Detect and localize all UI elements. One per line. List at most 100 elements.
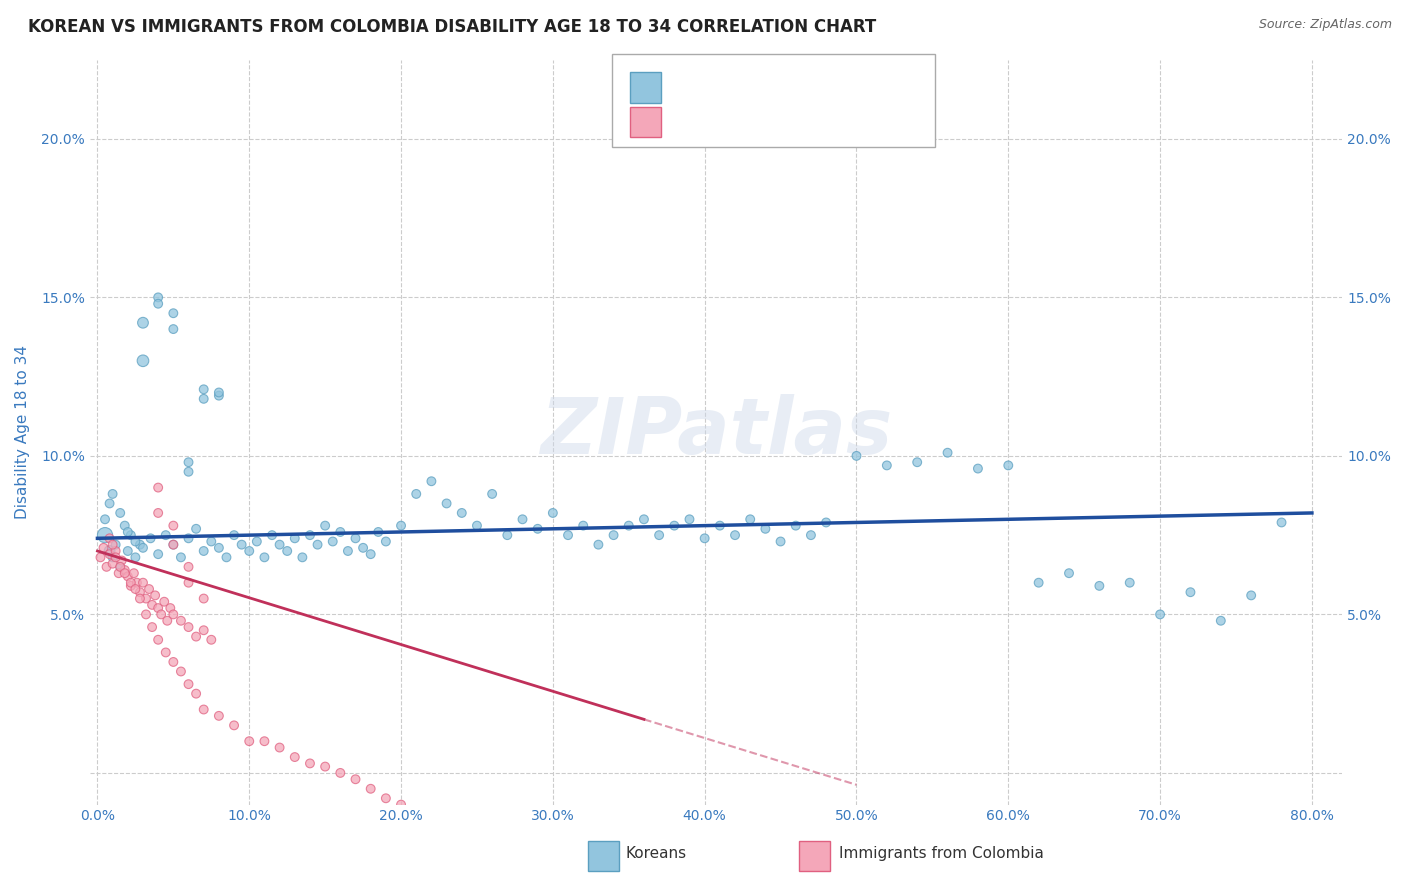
Point bbox=[141, 620, 163, 634]
Point bbox=[314, 759, 336, 773]
Point bbox=[146, 601, 169, 615]
Point bbox=[496, 528, 519, 542]
Point bbox=[389, 518, 412, 533]
Point bbox=[193, 392, 215, 406]
Point bbox=[155, 645, 177, 659]
Point bbox=[193, 544, 215, 558]
Point bbox=[269, 538, 291, 552]
Point bbox=[1270, 516, 1292, 530]
Point bbox=[1119, 575, 1142, 590]
Point bbox=[284, 750, 307, 764]
Point bbox=[114, 566, 136, 581]
Point bbox=[117, 544, 139, 558]
Point bbox=[146, 296, 169, 310]
Point bbox=[94, 528, 117, 542]
Text: Source: ZipAtlas.com: Source: ZipAtlas.com bbox=[1258, 18, 1392, 31]
Point bbox=[785, 518, 807, 533]
Point bbox=[336, 544, 359, 558]
Point bbox=[360, 547, 382, 561]
Point bbox=[170, 665, 193, 679]
Point bbox=[153, 595, 176, 609]
Point bbox=[124, 582, 146, 596]
Point bbox=[162, 306, 184, 320]
Point bbox=[512, 512, 534, 526]
Point bbox=[693, 531, 716, 545]
Point bbox=[215, 550, 238, 565]
Point bbox=[276, 544, 298, 558]
Text: R = -0.454   N =  74: R = -0.454 N = 74 bbox=[668, 112, 823, 127]
Point bbox=[314, 518, 336, 533]
Point bbox=[155, 528, 177, 542]
Point bbox=[1028, 575, 1050, 590]
Point bbox=[177, 677, 200, 691]
Point bbox=[120, 528, 142, 542]
Point bbox=[845, 449, 868, 463]
Point bbox=[94, 512, 117, 526]
Point bbox=[98, 547, 121, 561]
Point bbox=[420, 475, 443, 489]
Point bbox=[740, 512, 762, 526]
Point bbox=[222, 718, 245, 732]
Point bbox=[177, 465, 200, 479]
Y-axis label: Disability Age 18 to 34: Disability Age 18 to 34 bbox=[15, 345, 30, 519]
Point bbox=[101, 550, 124, 565]
Point bbox=[114, 563, 136, 577]
Point bbox=[997, 458, 1019, 473]
Point bbox=[146, 481, 169, 495]
Point bbox=[1240, 588, 1263, 602]
Point bbox=[162, 607, 184, 622]
Point bbox=[125, 575, 148, 590]
Point bbox=[238, 734, 260, 748]
Point bbox=[162, 538, 184, 552]
Point bbox=[481, 487, 503, 501]
Point bbox=[344, 531, 367, 545]
Point bbox=[143, 588, 166, 602]
Point bbox=[108, 559, 131, 574]
Point bbox=[465, 518, 488, 533]
Point bbox=[101, 487, 124, 501]
Point bbox=[253, 734, 276, 748]
Point bbox=[129, 538, 152, 552]
Point bbox=[602, 877, 624, 891]
Point bbox=[450, 822, 472, 837]
Point bbox=[572, 518, 595, 533]
Point bbox=[269, 740, 291, 755]
Point bbox=[1088, 579, 1111, 593]
Point bbox=[284, 531, 307, 545]
Point bbox=[193, 382, 215, 396]
Point bbox=[967, 461, 990, 475]
Point bbox=[132, 316, 155, 330]
Point bbox=[184, 687, 207, 701]
Point bbox=[617, 518, 640, 533]
Point bbox=[936, 446, 959, 460]
Point bbox=[352, 541, 374, 555]
Point bbox=[177, 575, 200, 590]
Point bbox=[329, 765, 352, 780]
Text: Koreans: Koreans bbox=[626, 847, 686, 861]
Point bbox=[541, 855, 564, 869]
Point bbox=[150, 607, 173, 622]
Point bbox=[800, 528, 823, 542]
Point bbox=[405, 487, 427, 501]
Point bbox=[177, 531, 200, 545]
Point bbox=[557, 528, 579, 542]
Point bbox=[193, 591, 215, 606]
Point bbox=[291, 550, 314, 565]
Point bbox=[111, 553, 134, 567]
Point bbox=[132, 353, 155, 368]
Point bbox=[96, 559, 118, 574]
Point bbox=[114, 518, 136, 533]
Point bbox=[177, 559, 200, 574]
Point bbox=[374, 791, 396, 805]
Point bbox=[1057, 566, 1080, 581]
Point bbox=[541, 506, 564, 520]
Point bbox=[208, 385, 231, 400]
Point bbox=[298, 756, 321, 771]
Point bbox=[104, 544, 127, 558]
Point bbox=[170, 550, 193, 565]
Point bbox=[815, 516, 838, 530]
Point bbox=[162, 518, 184, 533]
Point bbox=[138, 582, 160, 596]
Point bbox=[117, 569, 139, 583]
Point bbox=[450, 506, 472, 520]
